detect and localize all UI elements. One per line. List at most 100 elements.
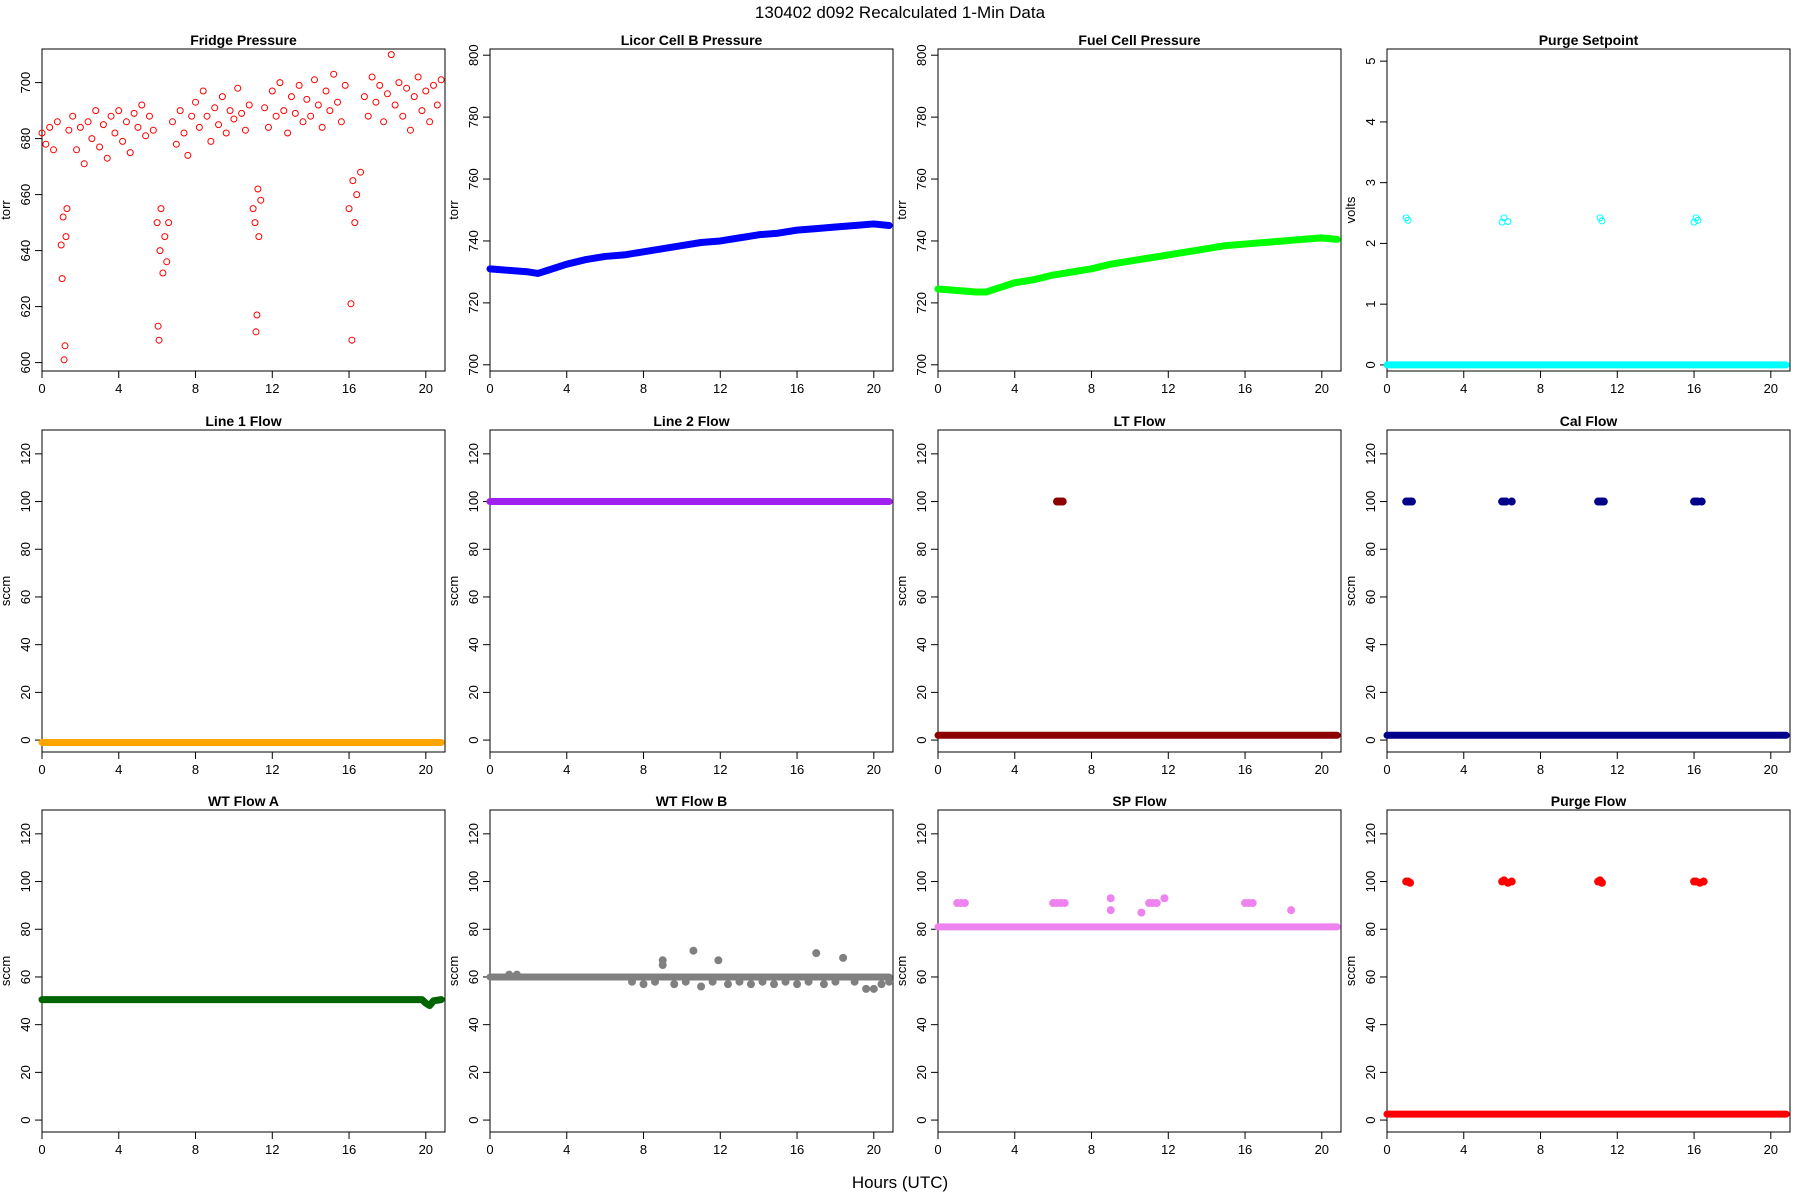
data-point — [770, 980, 779, 989]
x-tick-label: 16 — [342, 381, 356, 396]
series-line — [934, 234, 1341, 296]
y-tick-label: 60 — [914, 590, 929, 604]
y-tick-label: 120 — [1363, 823, 1378, 845]
x-tick-label: 12 — [265, 1142, 279, 1157]
data-point — [69, 112, 77, 120]
data-point — [351, 219, 359, 227]
y-tick-label: 0 — [466, 736, 481, 743]
y-axis-label: sccm — [446, 576, 461, 606]
panel-title: Line 2 Flow — [653, 413, 729, 429]
data-point — [65, 126, 73, 134]
data-point — [372, 98, 380, 106]
data-point — [264, 123, 272, 131]
y-tick-label: 40 — [1363, 1017, 1378, 1031]
data-point — [658, 961, 667, 970]
data-point — [111, 129, 119, 137]
x-tick-label: 0 — [486, 1142, 493, 1157]
data-point — [188, 112, 196, 120]
data-point — [1152, 899, 1161, 908]
x-tick-label: 20 — [419, 762, 433, 777]
y-tick-label: 660 — [18, 184, 33, 206]
data-point — [330, 70, 338, 78]
x-tick-label: 20 — [867, 762, 881, 777]
data-point — [628, 977, 637, 986]
data-point — [134, 123, 142, 131]
x-tick-label: 20 — [1315, 381, 1329, 396]
y-tick-label: 0 — [18, 736, 33, 743]
plot-frame — [41, 809, 446, 1133]
y-tick-label: 40 — [466, 1017, 481, 1031]
data-point — [831, 977, 840, 986]
data-point — [410, 93, 418, 101]
data-point — [326, 107, 334, 115]
data-point — [1690, 218, 1698, 226]
data-point — [348, 336, 356, 344]
data-point — [376, 81, 384, 89]
data-point — [38, 129, 46, 137]
y-tick-label: 40 — [1363, 637, 1378, 651]
plot-frame — [937, 809, 1342, 1133]
data-point — [862, 984, 871, 993]
y-axis-label: sccm — [446, 956, 461, 986]
data-point — [1597, 878, 1606, 887]
x-tick-label: 0 — [38, 762, 45, 777]
x-tick-label: 4 — [1011, 381, 1018, 396]
y-tick-label: 5 — [1363, 58, 1378, 65]
data-point — [708, 977, 717, 986]
x-tick-label: 0 — [1383, 381, 1390, 396]
data-point — [138, 101, 146, 109]
x-tick-label: 12 — [1161, 1142, 1175, 1157]
x-tick-label: 20 — [419, 1142, 433, 1157]
data-point — [429, 81, 437, 89]
plot-frame — [41, 48, 446, 372]
data-point — [241, 126, 249, 134]
panel-title: Purge Setpoint — [1539, 32, 1639, 48]
data-point — [58, 275, 66, 283]
x-tick-label: 16 — [1238, 1142, 1252, 1157]
y-tick-label: 80 — [18, 922, 33, 936]
y-tick-label: 20 — [1363, 1065, 1378, 1079]
x-tick-label: 8 — [192, 1142, 199, 1157]
data-point — [303, 95, 311, 103]
data-point — [360, 93, 368, 101]
x-tick-label: 8 — [192, 762, 199, 777]
data-point — [261, 104, 269, 112]
x-tick-label: 16 — [1687, 762, 1701, 777]
data-point — [272, 112, 280, 120]
y-tick-label: 780 — [466, 106, 481, 128]
data-point — [353, 191, 361, 199]
y-tick-label: 60 — [18, 590, 33, 604]
data-point — [869, 984, 878, 993]
data-point — [746, 980, 755, 989]
x-tick-label: 12 — [1610, 762, 1624, 777]
data-point — [314, 101, 322, 109]
data-point — [255, 233, 263, 241]
y-tick-label: 120 — [1363, 443, 1378, 465]
data-point — [203, 112, 211, 120]
data-point — [368, 73, 376, 81]
x-tick-label: 4 — [563, 762, 570, 777]
data-point — [195, 123, 203, 131]
data-point — [276, 79, 284, 87]
y-tick-label: 0 — [18, 1116, 33, 1123]
x-tick-label: 12 — [1610, 381, 1624, 396]
y-tick-label: 40 — [914, 637, 929, 651]
data-point — [184, 151, 192, 159]
data-point — [80, 160, 88, 168]
data-point — [155, 336, 163, 344]
data-point — [96, 143, 104, 151]
data-point — [437, 76, 445, 84]
x-tick-label: 20 — [867, 381, 881, 396]
y-tick-label: 120 — [914, 823, 929, 845]
y-tick-label: 0 — [1363, 1116, 1378, 1123]
panel-purge-flow: Purge Flow 0 4 8 12 16 20 0 20 40 60 80 100 120 sccm — [1343, 793, 1791, 1157]
x-tick-label: 4 — [563, 381, 570, 396]
x-tick-label: 8 — [1088, 1142, 1095, 1157]
y-axis-label: sccm — [894, 956, 909, 986]
x-tick-label: 12 — [265, 381, 279, 396]
data-point — [222, 129, 230, 137]
x-tick-label: 4 — [1460, 381, 1467, 396]
y-tick-label: 60 — [466, 590, 481, 604]
data-point — [1248, 899, 1257, 908]
